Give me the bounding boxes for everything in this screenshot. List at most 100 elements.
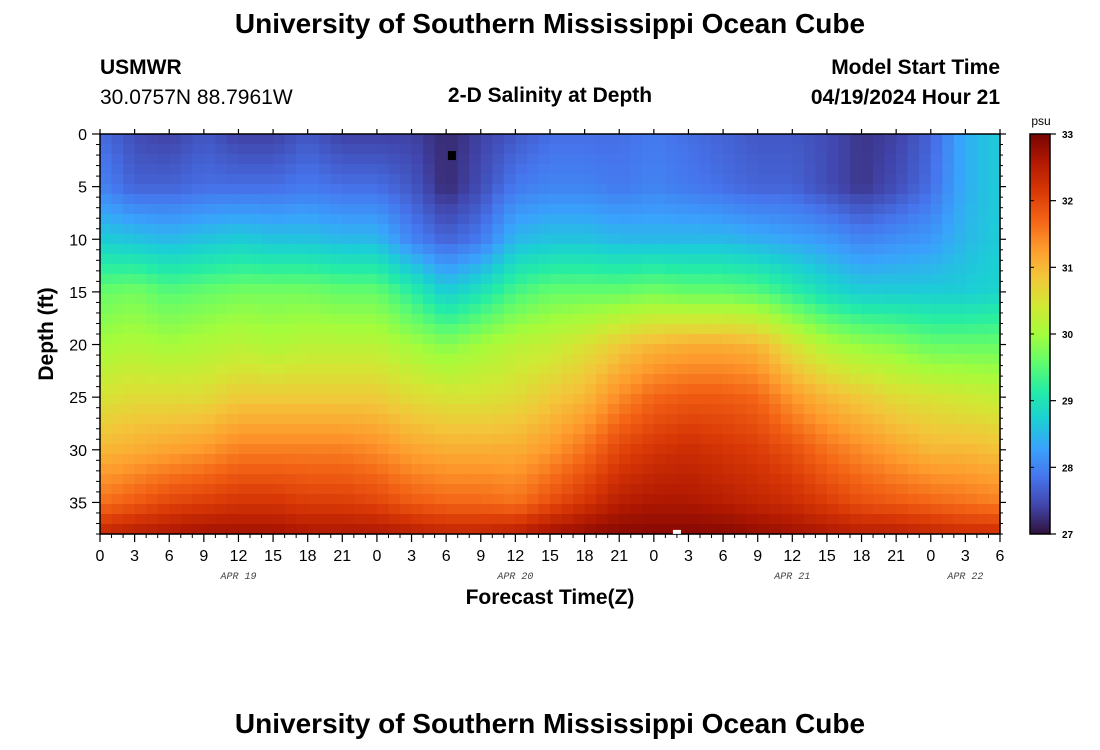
heatmap-cell — [134, 194, 147, 205]
heatmap-cell — [353, 374, 366, 385]
footer-title: University of Southern Mississippi Ocean… — [234, 708, 866, 739]
heatmap-cell — [215, 354, 228, 365]
heatmap-cell — [284, 524, 297, 535]
heatmap-cell — [296, 454, 309, 465]
heatmap-cell — [515, 354, 528, 365]
heatmap-cell — [873, 414, 886, 425]
heatmap-cell — [896, 464, 909, 475]
heatmap-cell — [273, 384, 286, 395]
heatmap-cell — [711, 454, 724, 465]
heatmap-cell — [953, 444, 966, 455]
heatmap-cell — [953, 434, 966, 445]
heatmap-cell — [376, 334, 390, 345]
heatmap-cell — [826, 174, 840, 185]
heatmap-cell — [769, 374, 782, 385]
heatmap-cell — [676, 404, 690, 415]
heatmap-cell — [976, 214, 990, 225]
heatmap-cell — [873, 324, 886, 335]
heatmap-cell — [238, 364, 251, 375]
heatmap-cell — [873, 134, 886, 145]
heatmap-cell — [769, 404, 782, 415]
heatmap-cell — [526, 344, 540, 355]
heatmap-cell — [769, 184, 782, 195]
heatmap-cell — [134, 474, 147, 485]
heatmap-cell — [273, 274, 286, 285]
heatmap-cell — [215, 264, 228, 275]
heatmap-cell — [988, 374, 1001, 385]
heatmap-cell — [238, 494, 251, 505]
heatmap-cell — [538, 224, 551, 235]
heatmap-cell — [376, 524, 390, 535]
heatmap-cell — [100, 484, 113, 495]
heatmap-cell — [319, 284, 332, 295]
heatmap-cell — [769, 504, 782, 515]
heatmap-cell — [284, 444, 297, 455]
heatmap-cell — [123, 274, 136, 285]
heatmap-cell — [596, 314, 609, 325]
y-tick-label: 20 — [69, 338, 87, 355]
heatmap-cell — [607, 244, 620, 255]
heatmap-cell — [538, 504, 551, 515]
heatmap-cell — [492, 254, 505, 265]
heatmap-cell — [538, 424, 551, 435]
heatmap-cell — [376, 344, 390, 355]
heatmap-cell — [457, 464, 470, 475]
heatmap-cell — [353, 144, 366, 155]
heatmap-cell — [757, 374, 770, 385]
heatmap-cell — [884, 244, 897, 255]
heatmap-cell — [573, 264, 586, 275]
heatmap-cell — [630, 484, 643, 495]
heatmap-cell — [965, 384, 978, 395]
heatmap-cell — [319, 524, 332, 535]
heatmap-cell — [503, 224, 516, 235]
heatmap-cell — [930, 384, 943, 395]
heatmap-cell — [273, 204, 286, 215]
heatmap-cell — [861, 244, 874, 255]
heatmap-cell — [930, 364, 943, 375]
heatmap-cell — [134, 444, 147, 455]
heatmap-cell — [965, 404, 978, 415]
heatmap-cell — [884, 434, 897, 445]
heatmap-cell — [746, 364, 759, 375]
heatmap-cell — [757, 174, 770, 185]
heatmap-cell — [988, 304, 1001, 315]
heatmap-cell — [203, 354, 216, 365]
heatmap-cell — [769, 444, 782, 455]
heatmap-cell — [111, 374, 124, 385]
heatmap-cell — [388, 354, 401, 365]
heatmap-cell — [319, 384, 332, 395]
heatmap-cell — [619, 334, 632, 345]
heatmap-cell — [469, 234, 482, 245]
heatmap-cell — [826, 504, 840, 515]
heatmap-cell — [550, 514, 563, 525]
heatmap-cell — [100, 214, 113, 225]
heatmap-cell — [711, 174, 724, 185]
heatmap-cell — [700, 204, 713, 215]
heatmap-cell — [250, 424, 263, 435]
heatmap-cell — [157, 404, 170, 415]
heatmap-cell — [296, 464, 309, 475]
heatmap-cell — [215, 524, 228, 535]
heatmap-cell — [550, 274, 563, 285]
heatmap-cell — [111, 314, 124, 325]
heatmap-cell — [307, 214, 320, 225]
heatmap-cell — [423, 244, 436, 255]
heatmap-cell — [826, 454, 840, 465]
heatmap-cell — [261, 364, 274, 375]
heatmap-cell — [169, 414, 182, 425]
heatmap-cell — [596, 264, 609, 275]
heatmap-cell — [434, 524, 447, 535]
heatmap-cell — [457, 394, 470, 405]
heatmap-cell — [734, 204, 747, 215]
heatmap-cell — [169, 264, 182, 275]
heatmap-cell — [965, 134, 978, 145]
heatmap-cell — [469, 144, 482, 155]
heatmap-cell — [919, 504, 932, 515]
heatmap-cell — [526, 304, 540, 315]
heatmap-cell — [942, 404, 955, 415]
heatmap-cell — [780, 204, 793, 215]
heatmap-cell — [561, 454, 574, 465]
heatmap-cell — [803, 414, 816, 425]
heatmap-cell — [376, 364, 390, 375]
